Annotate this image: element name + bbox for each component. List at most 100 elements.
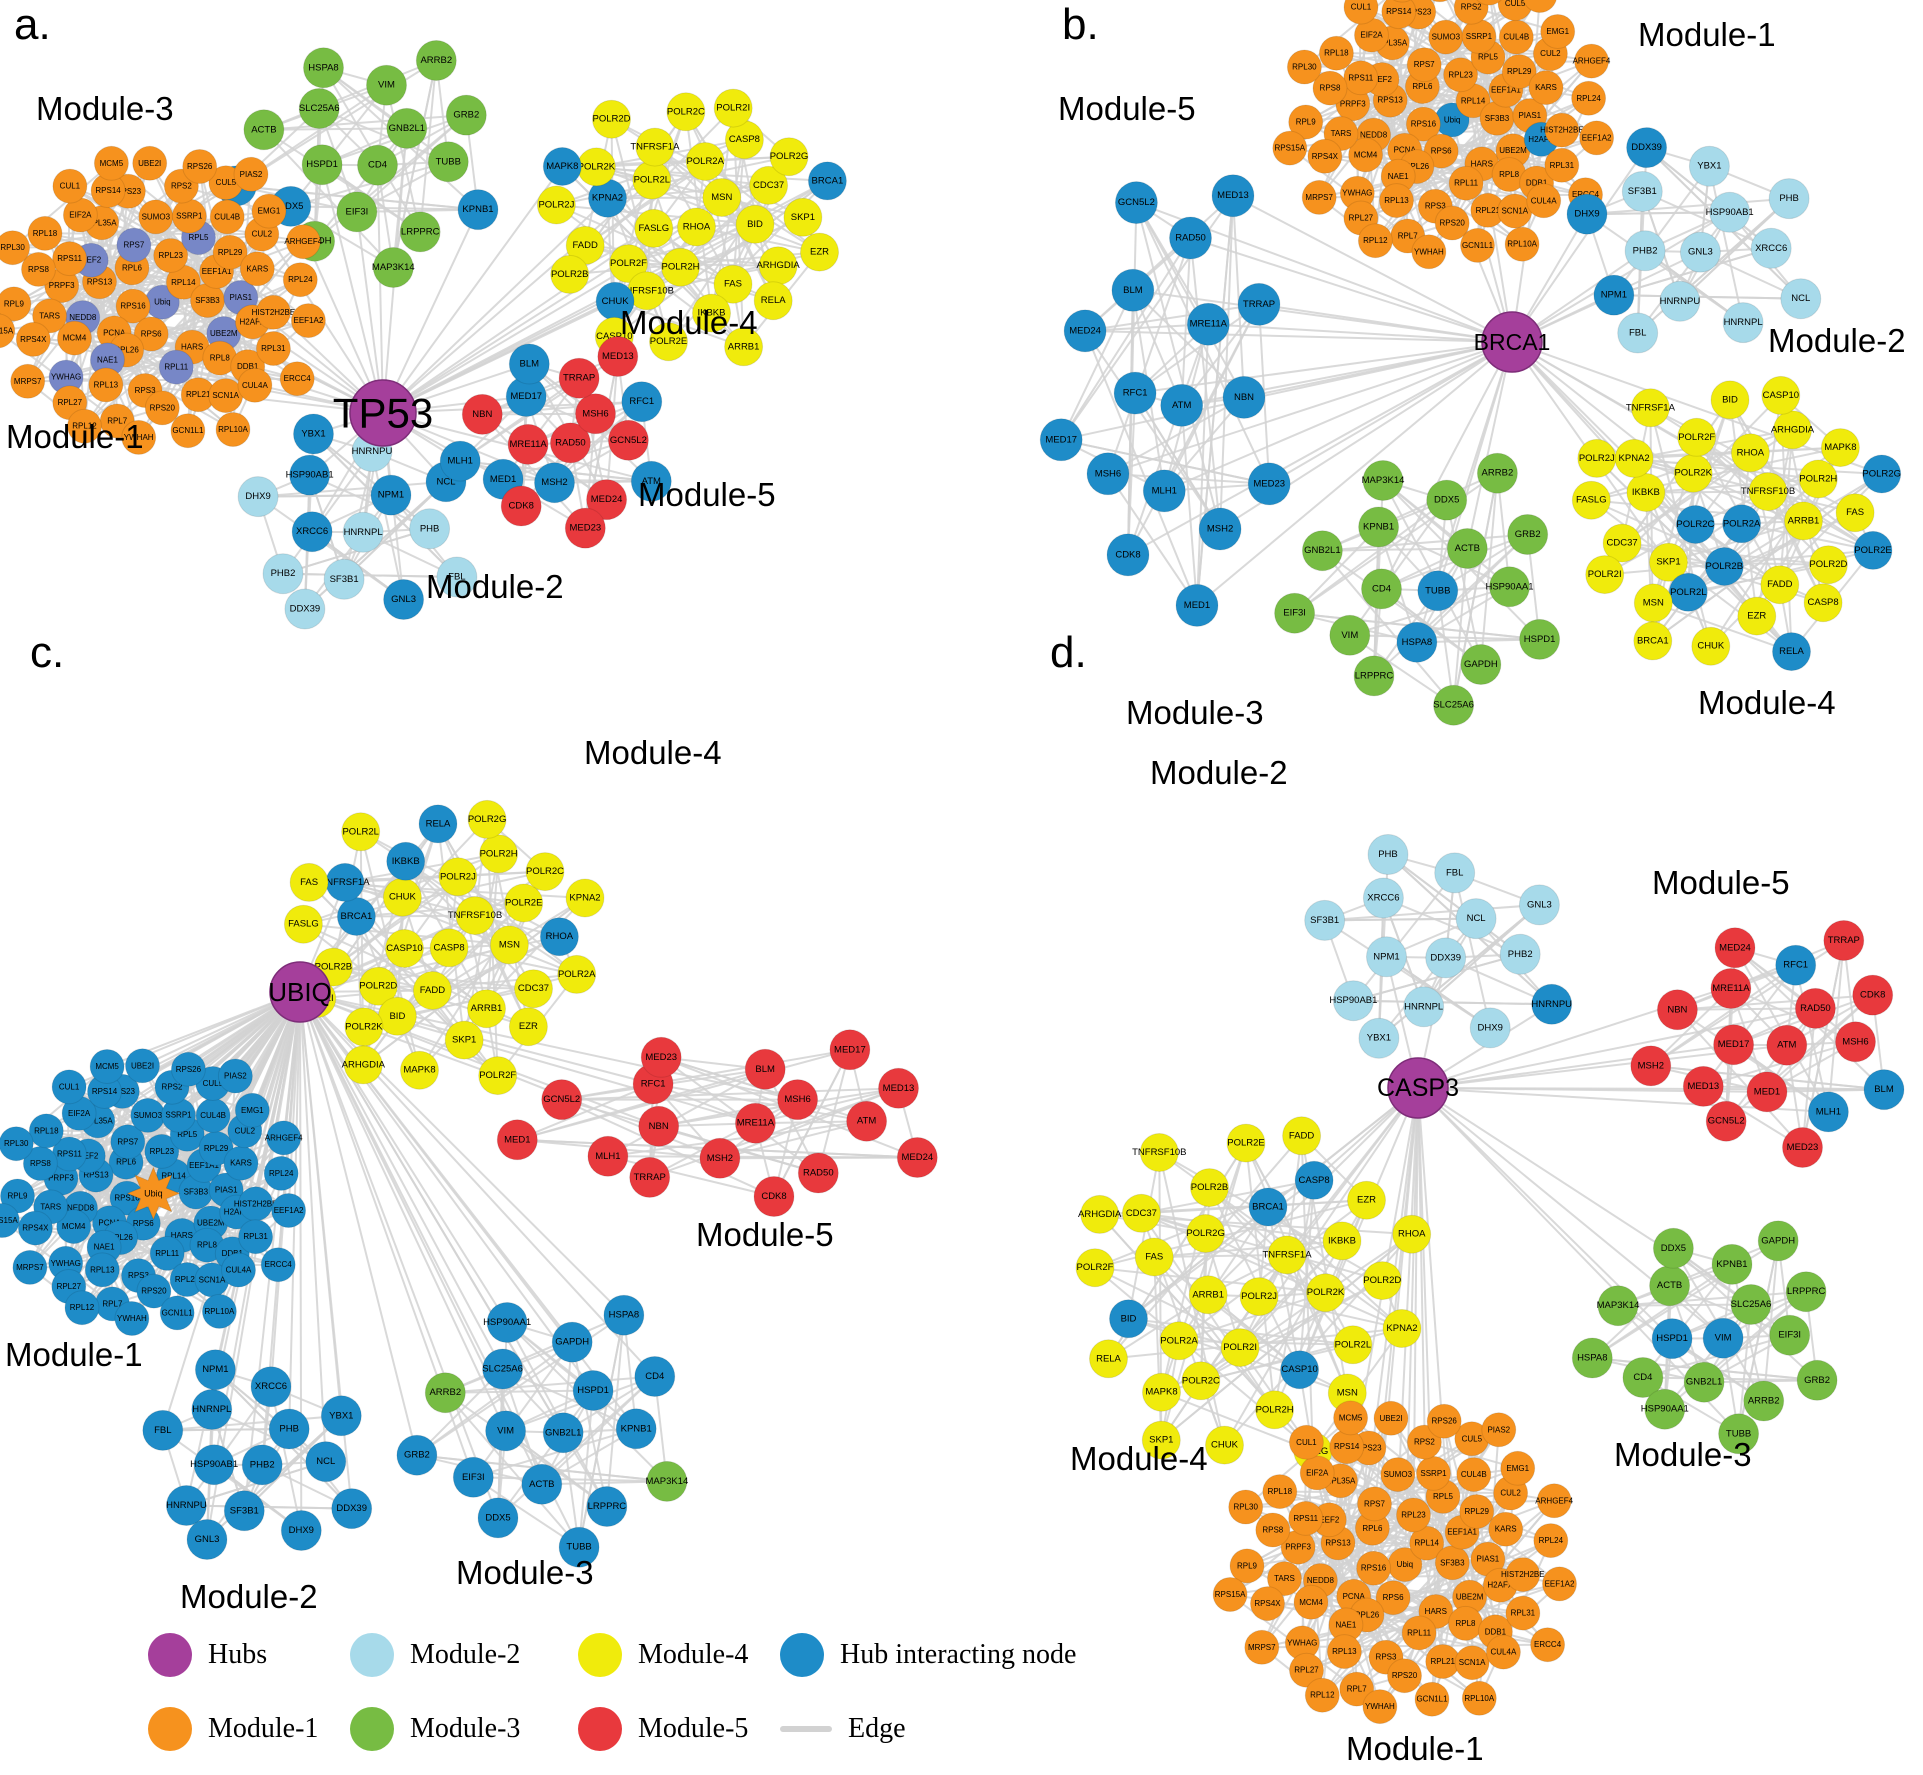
node-label-RELA: RELA bbox=[761, 295, 786, 306]
node-label-HSP90AA1: HSP90AA1 bbox=[483, 1317, 531, 1328]
edge bbox=[607, 1068, 766, 1158]
node-SF3B1 bbox=[223, 1490, 265, 1532]
node-POLR2H bbox=[1798, 459, 1838, 499]
edge bbox=[1453, 872, 1492, 1029]
node-MSN bbox=[1633, 583, 1673, 623]
node-RPL18 bbox=[27, 215, 63, 251]
node-TNFRSF1A bbox=[1630, 388, 1670, 428]
node-BLM bbox=[744, 1048, 786, 1090]
node-RPS15A bbox=[1272, 130, 1308, 166]
node-EIF3I bbox=[452, 1456, 494, 1498]
module-5-swatch bbox=[578, 1707, 622, 1751]
node-MRPS7 bbox=[12, 1249, 48, 1285]
hub-edge bbox=[1417, 1007, 1816, 1089]
node-label-NEDD8: NEDD8 bbox=[67, 1204, 95, 1213]
node-label-RPL13: RPL13 bbox=[1384, 196, 1409, 205]
edge bbox=[1258, 1295, 1403, 1330]
node-POLR2G bbox=[769, 137, 809, 177]
node-label-RPS3: RPS3 bbox=[135, 386, 156, 395]
node-label-IKBKB: IKBKB bbox=[1328, 1235, 1356, 1246]
node-MSH6 bbox=[1835, 1021, 1876, 1063]
hub-label-BRCA1: BRCA1 bbox=[1474, 329, 1551, 355]
node-label-RPS14: RPS14 bbox=[95, 186, 121, 195]
panel-letter-d: d. bbox=[1050, 628, 1087, 677]
node-label-CHUK: CHUK bbox=[602, 296, 630, 307]
node-RPL24 bbox=[1571, 80, 1607, 116]
edge bbox=[1107, 472, 1270, 485]
node-RPL9 bbox=[1288, 104, 1324, 140]
node-label-PHB: PHB bbox=[1378, 849, 1398, 860]
node-label-RFC1: RFC1 bbox=[1783, 960, 1808, 971]
node-RPL11 bbox=[1401, 1615, 1437, 1651]
node-PHB bbox=[1768, 178, 1810, 220]
hub-edge bbox=[321, 164, 384, 414]
edge bbox=[1127, 290, 1134, 555]
node-label-ACTB: ACTB bbox=[529, 1479, 554, 1490]
node-label-PHB: PHB bbox=[1779, 193, 1799, 204]
node-label-MSH2: MSH2 bbox=[1207, 524, 1233, 535]
node-label-ERCC4: ERCC4 bbox=[284, 374, 312, 383]
node-label-YWHAH: YWHAH bbox=[1414, 247, 1444, 256]
node-label-MED13: MED13 bbox=[602, 351, 634, 362]
node-MED23 bbox=[1782, 1127, 1823, 1168]
legend-item-module-1: Module-1 bbox=[148, 1707, 344, 1751]
node-POLR2C bbox=[1675, 505, 1715, 544]
hub-node-BRCA1 bbox=[1481, 311, 1543, 373]
node-label-NBN: NBN bbox=[472, 409, 492, 420]
node-label-MED1: MED1 bbox=[490, 474, 516, 485]
node-label-KARS: KARS bbox=[1495, 1525, 1517, 1534]
edge bbox=[497, 1389, 594, 1519]
node-RELA bbox=[418, 804, 458, 844]
node-label-YBX1: YBX1 bbox=[1367, 1033, 1391, 1044]
node-label-RFC1: RFC1 bbox=[1123, 388, 1148, 399]
node-label-RPS23: RPS23 bbox=[1406, 8, 1432, 17]
module-title-c-module-2: Module-2 bbox=[180, 1578, 318, 1615]
node-label-ARHGEF4: ARHGEF4 bbox=[1535, 1496, 1573, 1505]
node-label-YWHAH: YWHAH bbox=[1365, 1702, 1395, 1711]
node-HNRNPU bbox=[1659, 280, 1701, 322]
node-label-RPL18: RPL18 bbox=[34, 1126, 59, 1135]
hub-edge bbox=[299, 991, 303, 1531]
node-RPL10A bbox=[1504, 226, 1540, 262]
node-label-HNRNPL: HNRNPL bbox=[1404, 1001, 1443, 1012]
node-label-BRCA1: BRCA1 bbox=[812, 175, 844, 186]
node-RPL30 bbox=[1286, 49, 1322, 85]
node-label-ARRB2: ARRB2 bbox=[1482, 468, 1514, 479]
node-label-CUL4A: CUL4A bbox=[1491, 1648, 1517, 1657]
legend-item-module-2: Module-2 bbox=[350, 1633, 572, 1677]
node-POLR2J bbox=[1239, 1277, 1279, 1317]
node-RPS6 bbox=[1423, 133, 1459, 169]
node-label-CUL5: CUL5 bbox=[216, 178, 237, 187]
node-label-NAE1: NAE1 bbox=[97, 355, 118, 364]
node-label-MCM5: MCM5 bbox=[100, 159, 124, 168]
node-label-PIAS1: PIAS1 bbox=[229, 293, 252, 302]
node-YBX1 bbox=[320, 1395, 362, 1437]
edge bbox=[1293, 526, 1380, 614]
node-label-Ubiq: Ubiq bbox=[1444, 115, 1460, 124]
panel-d: DDX39 NPM1 NCL HNRNPL XRCC6 PHB2 HSP90AB1 FBL DH… bbox=[1050, 628, 1905, 1767]
node-label-RPL31: RPL31 bbox=[1550, 161, 1575, 170]
node-MRE11A bbox=[1186, 302, 1230, 346]
node-label-RPL27: RPL27 bbox=[58, 398, 83, 407]
edge bbox=[1645, 146, 1772, 250]
legend-item-module-5: Module-5 bbox=[578, 1707, 774, 1751]
node-label-MAP3K14: MAP3K14 bbox=[372, 262, 415, 273]
node-ERCC4 bbox=[1530, 1627, 1566, 1663]
node-EIF2A bbox=[1299, 1455, 1335, 1491]
node-POLR2C bbox=[525, 852, 565, 892]
node-TNFRSF1A bbox=[1267, 1235, 1307, 1275]
edge bbox=[445, 1375, 655, 1394]
node-MSN bbox=[489, 925, 529, 965]
node-label-SF3B3: SF3B3 bbox=[195, 296, 220, 305]
edge bbox=[1725, 1007, 1817, 1122]
node-ARRB1 bbox=[1784, 501, 1823, 541]
node-RPL10A bbox=[215, 412, 251, 447]
node-TUBB bbox=[1417, 570, 1459, 612]
node-label-UBE2I: UBE2I bbox=[138, 159, 161, 168]
node-label-POLR2F: POLR2F bbox=[479, 1070, 516, 1081]
node-label-MCM4: MCM4 bbox=[63, 334, 87, 343]
node-label-DDX39: DDX39 bbox=[336, 1503, 367, 1514]
node-label-HSPD1: HSPD1 bbox=[306, 159, 338, 170]
node-label-POLR2B: POLR2B bbox=[1706, 561, 1744, 572]
legend-item-module-3: Module-3 bbox=[350, 1707, 572, 1751]
